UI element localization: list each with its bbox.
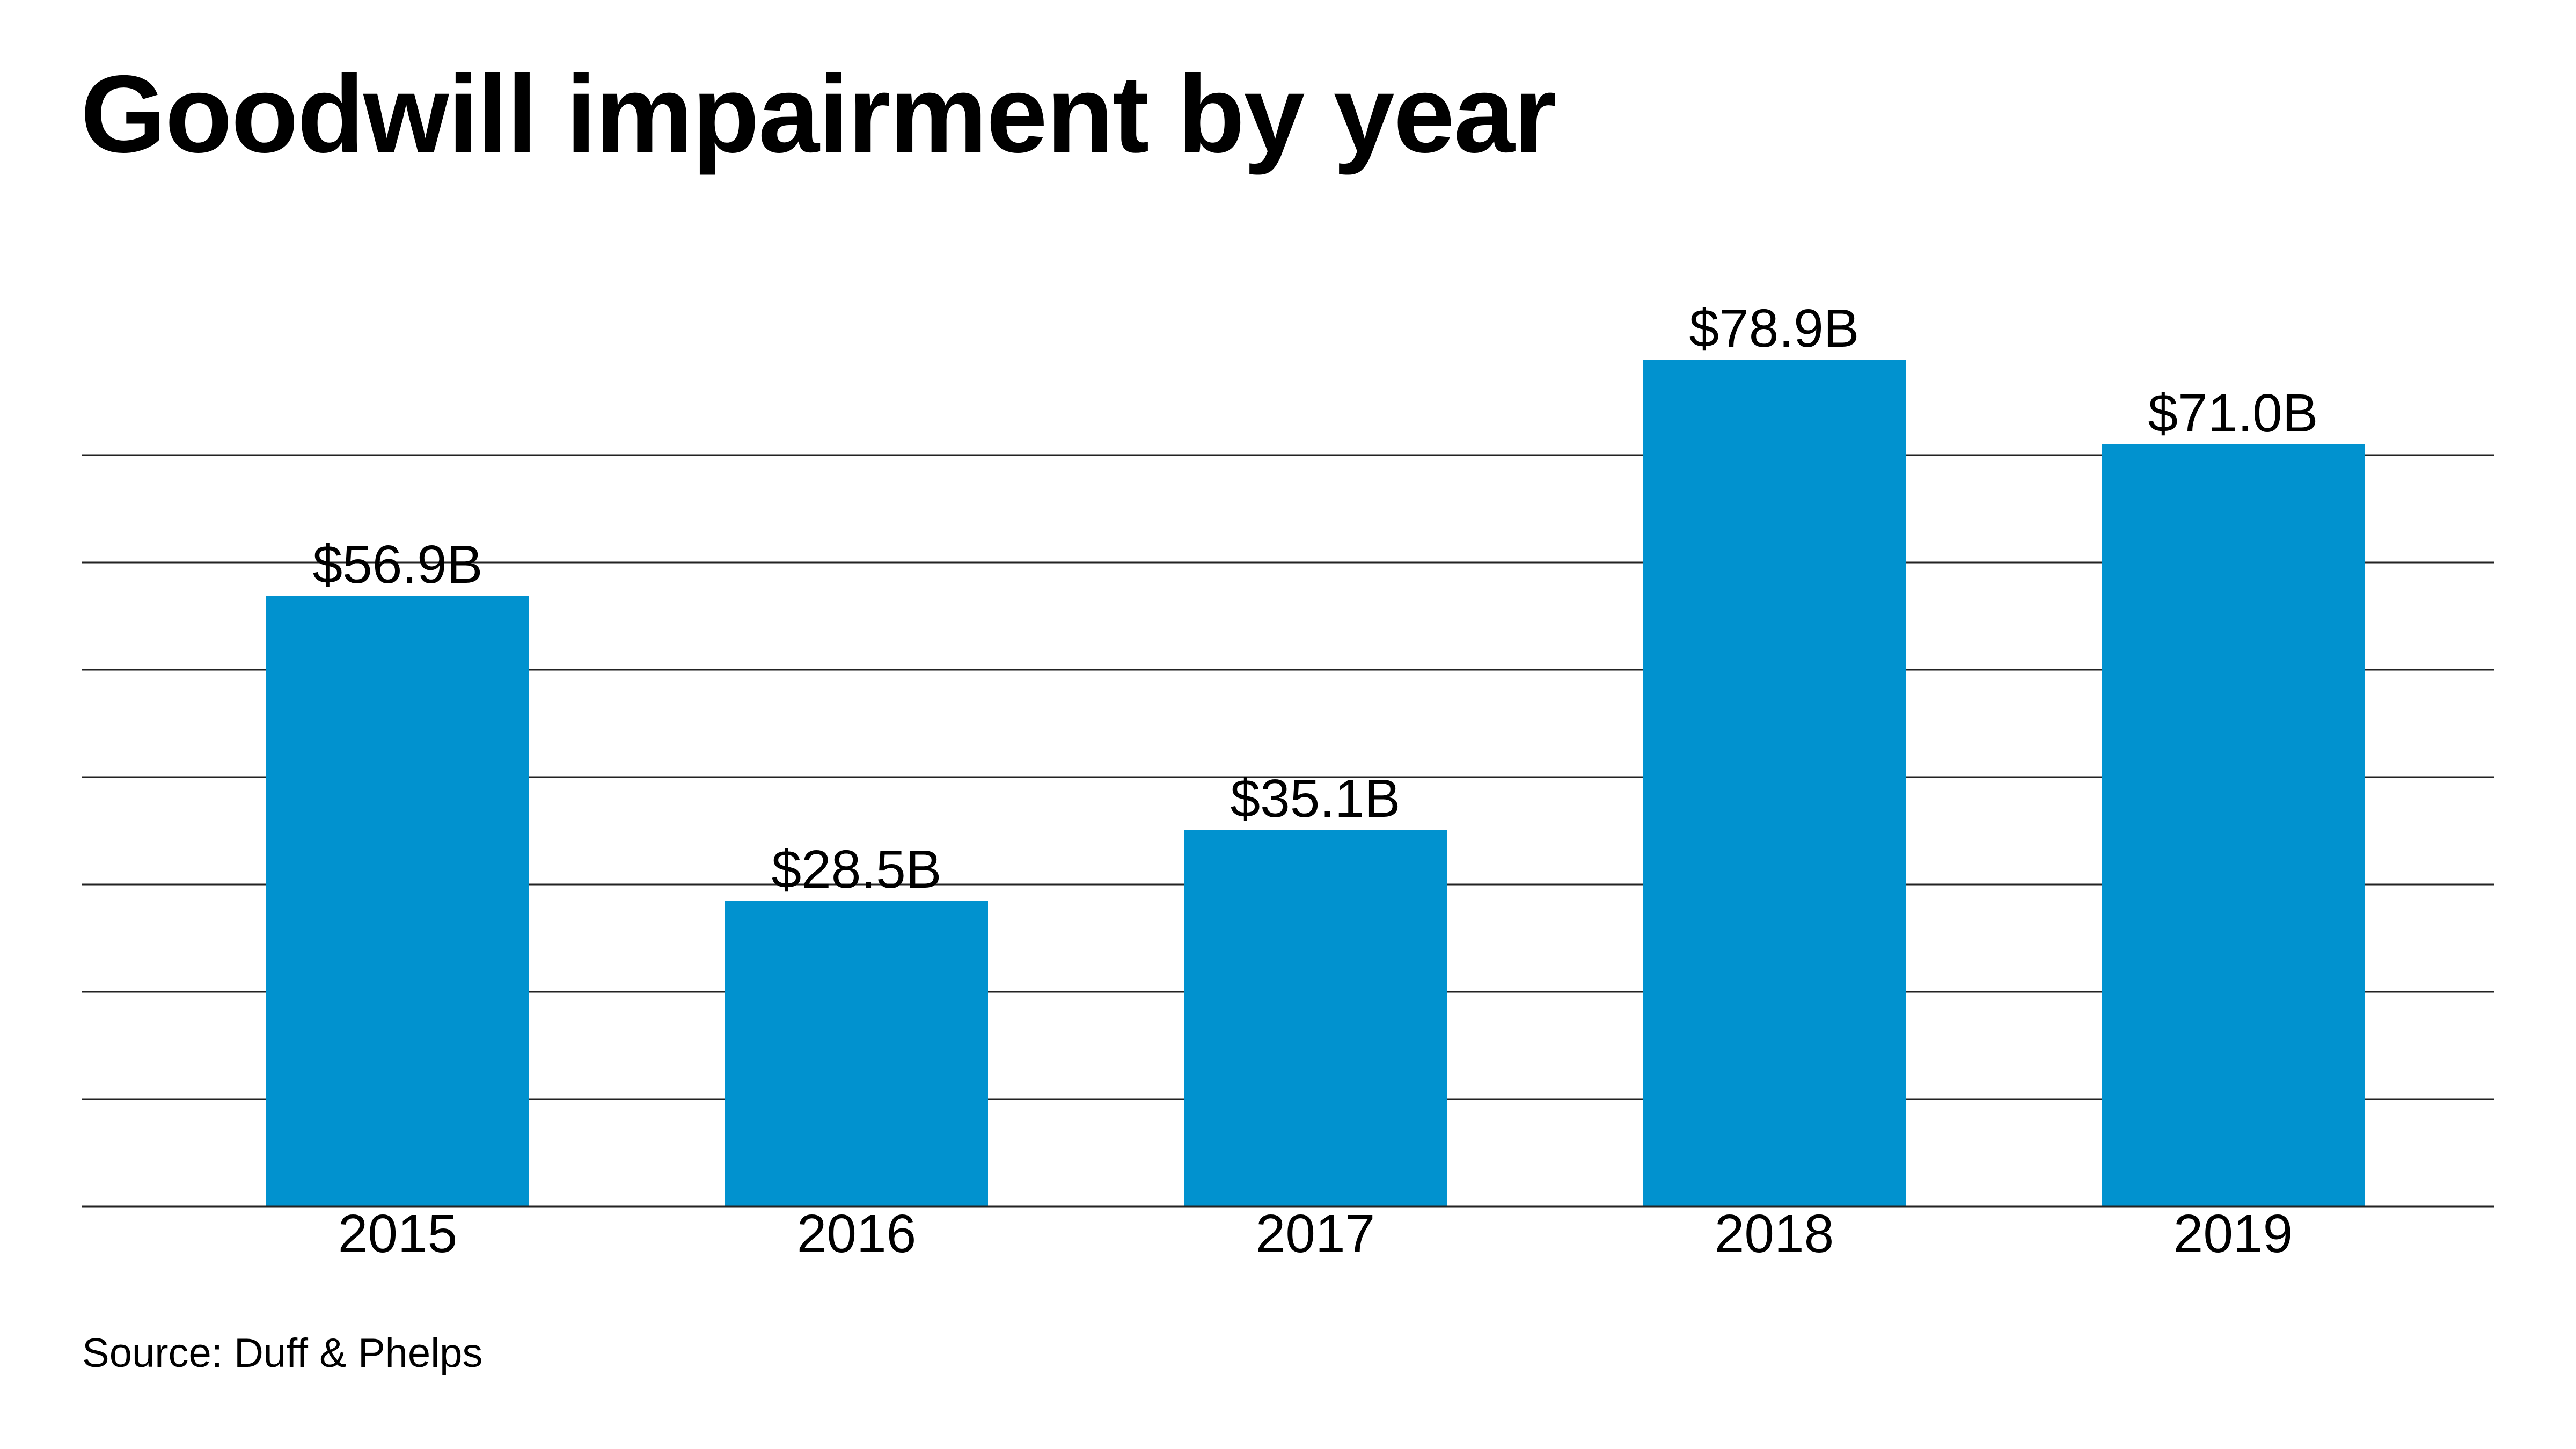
x-tick-label: 2017 — [1256, 1204, 1375, 1264]
x-tick-label: 2015 — [338, 1204, 457, 1264]
source-note: Source: Duff & Phelps — [82, 1330, 483, 1376]
bar-2019 — [2102, 444, 2365, 1206]
x-tick-label: 2019 — [2174, 1204, 2293, 1264]
data-label: $78.9B — [1689, 298, 1860, 358]
bar-2017 — [1184, 830, 1447, 1206]
bar-2015 — [266, 596, 529, 1206]
x-tick-label: 2018 — [1715, 1204, 1834, 1264]
data-label: $28.5B — [772, 839, 942, 899]
chart-title: Goodwill impairment by year — [80, 53, 1556, 175]
bar-2018 — [1643, 360, 1906, 1206]
data-label: $56.9B — [313, 535, 483, 595]
x-tick-label: 2016 — [797, 1204, 916, 1264]
bar-2016 — [725, 901, 988, 1206]
data-label: $35.1B — [1231, 769, 1401, 829]
data-label: $71.0B — [2148, 383, 2318, 443]
